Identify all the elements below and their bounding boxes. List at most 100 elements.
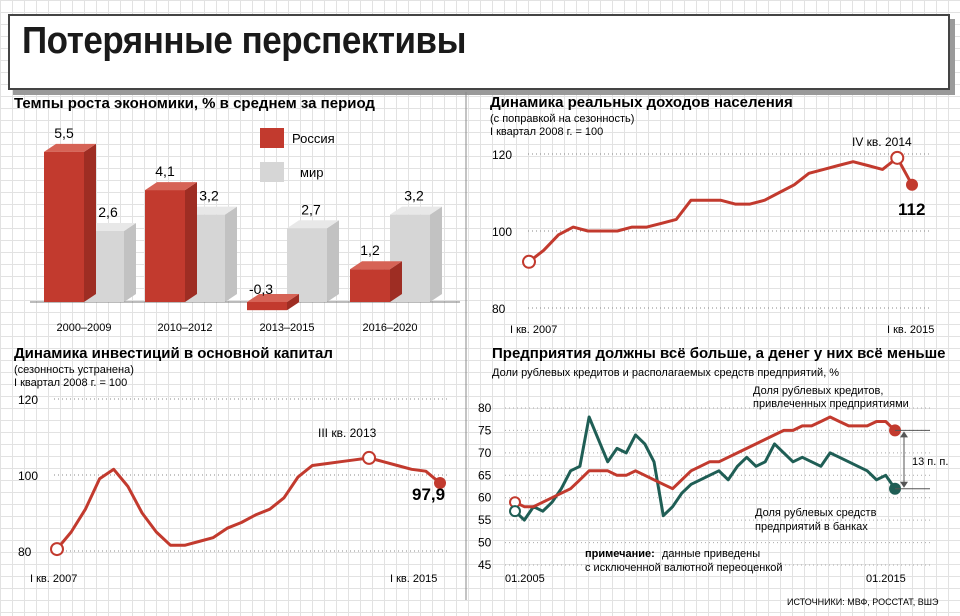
bar-russia-1-side xyxy=(185,182,197,302)
investment-ytick-1: 100 xyxy=(18,469,38,483)
bar-world-0-top xyxy=(84,223,136,232)
credit-gap-label: 13 п. п. xyxy=(912,456,948,468)
incomes-end-value: 112 xyxy=(898,200,925,219)
bar-category-0: 2000–2009 xyxy=(56,322,111,334)
credit-ytick-4: 65 xyxy=(478,468,492,482)
title-box xyxy=(8,14,950,90)
bar-russia-3-top xyxy=(350,261,402,270)
credit-ytick-3: 60 xyxy=(478,491,492,505)
credit-note-bold: примечание: xyxy=(585,548,655,560)
investment-peak-label: III кв. 2013 xyxy=(318,426,377,440)
investment-end-marker xyxy=(434,476,446,489)
bar-chart: 5,5 2,6 2000–2009 4,1 3,2 2010–2012 -0,3 2,7 201… xyxy=(30,125,460,334)
credit-ytick-0: 45 xyxy=(478,558,492,572)
credit-ytick-1: 50 xyxy=(478,536,492,550)
investment-end-value: 97,9 xyxy=(412,485,445,504)
bar-russia-label-0: 5,5 xyxy=(54,125,74,141)
credit-chart: 45 50 55 60 65 70 75 80 xyxy=(478,401,930,572)
credit-line-red xyxy=(514,415,897,509)
sources: ИСТОЧНИКИ: МВФ, РОССТАТ, ВШЭ xyxy=(787,597,939,607)
credit-red-label-1: Доля рублевых кредитов, xyxy=(753,385,883,397)
bar-world-3-side xyxy=(430,206,442,302)
incomes-x-start: I кв. 2007 xyxy=(510,324,557,336)
investment-subtitle-2: I квартал 2008 г. = 100 xyxy=(14,377,127,389)
credit-subtitle: Доли рублевых кредитов и располагаемых с… xyxy=(492,367,839,379)
incomes-chart: 80 100 120 xyxy=(492,148,930,316)
bar-world-label-1: 3,2 xyxy=(199,188,219,204)
incomes-peak-label: IV кв. 2014 xyxy=(852,135,912,149)
credit-note-line-2: с исключенной валютной переоценкой xyxy=(585,562,783,574)
legend-swatch-russia xyxy=(260,128,284,148)
bar-russia-2-top xyxy=(247,294,299,302)
bar-world-0-side xyxy=(124,223,136,302)
incomes-subtitle-1: (с поправкой на сезонность) xyxy=(490,113,634,125)
credit-ytick-6: 75 xyxy=(478,423,492,437)
bar-russia-2-side xyxy=(287,294,299,311)
bar-russia-3-side xyxy=(390,261,402,302)
incomes-x-end: I кв. 2015 xyxy=(887,324,934,336)
investment-x-start: I кв. 2007 xyxy=(30,573,77,585)
bar-russia-1-top xyxy=(145,182,197,191)
credit-red-label-2: привлеченных предприятиями xyxy=(753,398,909,410)
bar-world-1-top xyxy=(185,206,237,215)
bar-category-1: 2010–2012 xyxy=(157,322,212,334)
page-title: Потерянные перспективы xyxy=(22,20,466,62)
bar-world-label-0: 2,6 xyxy=(98,204,118,220)
bar-world-label-3: 3,2 xyxy=(404,188,424,204)
credit-line-green xyxy=(513,415,897,522)
legend-swatch-world xyxy=(260,162,284,182)
credit-note-rest: данные приведены xyxy=(662,548,760,560)
incomes-start-marker xyxy=(522,254,536,269)
incomes-ytick-2: 120 xyxy=(492,148,512,162)
credit-ytick-2: 55 xyxy=(478,513,492,527)
incomes-title: Динамика реальных доходов населения xyxy=(490,94,793,111)
incomes-ytick-0: 80 xyxy=(492,302,506,316)
credit-ytick-7: 80 xyxy=(478,401,492,415)
bar-russia-label-1: 4,1 xyxy=(155,163,175,179)
bar-russia-1 xyxy=(145,190,185,302)
legend-label-world: мир xyxy=(300,165,323,180)
investment-title: Динамика инвестиций в основной капитал xyxy=(14,345,333,362)
credit-ytick-5: 70 xyxy=(478,446,492,460)
bar-russia-2 xyxy=(247,302,287,311)
credit-x-end: 01.2015 xyxy=(866,573,906,585)
credit-gap-arrowhead-bottom xyxy=(900,481,908,488)
investment-ytick-2: 120 xyxy=(18,393,38,407)
legend-label-russia: Россия xyxy=(292,131,335,146)
investment-peak-marker xyxy=(362,450,377,465)
bar-russia-label-2: -0,3 xyxy=(249,281,273,297)
bar-category-2: 2013–2015 xyxy=(259,322,314,334)
bar-category-3: 2016–2020 xyxy=(362,322,417,334)
bar-world-2-top xyxy=(287,220,339,229)
incomes-peak-marker xyxy=(890,150,905,165)
credit-green-start-marker xyxy=(509,505,521,518)
credit-x-start: 01.2005 xyxy=(505,573,545,585)
incomes-ytick-1: 100 xyxy=(492,225,512,239)
investment-x-end: I кв. 2015 xyxy=(390,573,437,585)
credit-gap-arrowhead-top xyxy=(900,431,908,438)
investment-ytick-0: 80 xyxy=(18,545,32,559)
credit-green-label-1: Доля рублевых средств xyxy=(755,507,877,519)
bar-world-3-top xyxy=(390,206,442,215)
incomes-subtitle-2: I квартал 2008 г. = 100 xyxy=(490,126,603,138)
bar-russia-0-top xyxy=(44,143,96,152)
bar-russia-label-3: 1,2 xyxy=(360,242,380,258)
bar-world-label-2: 2,7 xyxy=(301,201,321,217)
investment-chart: 80 100 120 xyxy=(18,393,450,559)
incomes-line xyxy=(528,156,914,263)
incomes-end-marker xyxy=(906,178,918,191)
bar-world-2-side xyxy=(327,220,339,302)
bar-world-1-side xyxy=(225,206,237,302)
credit-green-label-2: предприятий в банках xyxy=(755,521,868,533)
bar-russia-0 xyxy=(44,151,84,302)
investment-subtitle-1: (сезонность устранена) xyxy=(14,364,134,376)
investment-line xyxy=(55,456,441,551)
bar-russia-3 xyxy=(350,269,390,302)
bar-russia-0-side xyxy=(84,143,96,302)
credit-title: Предприятия должны всё больше, а денег у… xyxy=(492,345,945,362)
investment-start-marker xyxy=(50,542,64,557)
growth-title: Темпы роста экономики, % в среднем за пе… xyxy=(14,95,375,112)
bar-world-2 xyxy=(287,228,327,302)
